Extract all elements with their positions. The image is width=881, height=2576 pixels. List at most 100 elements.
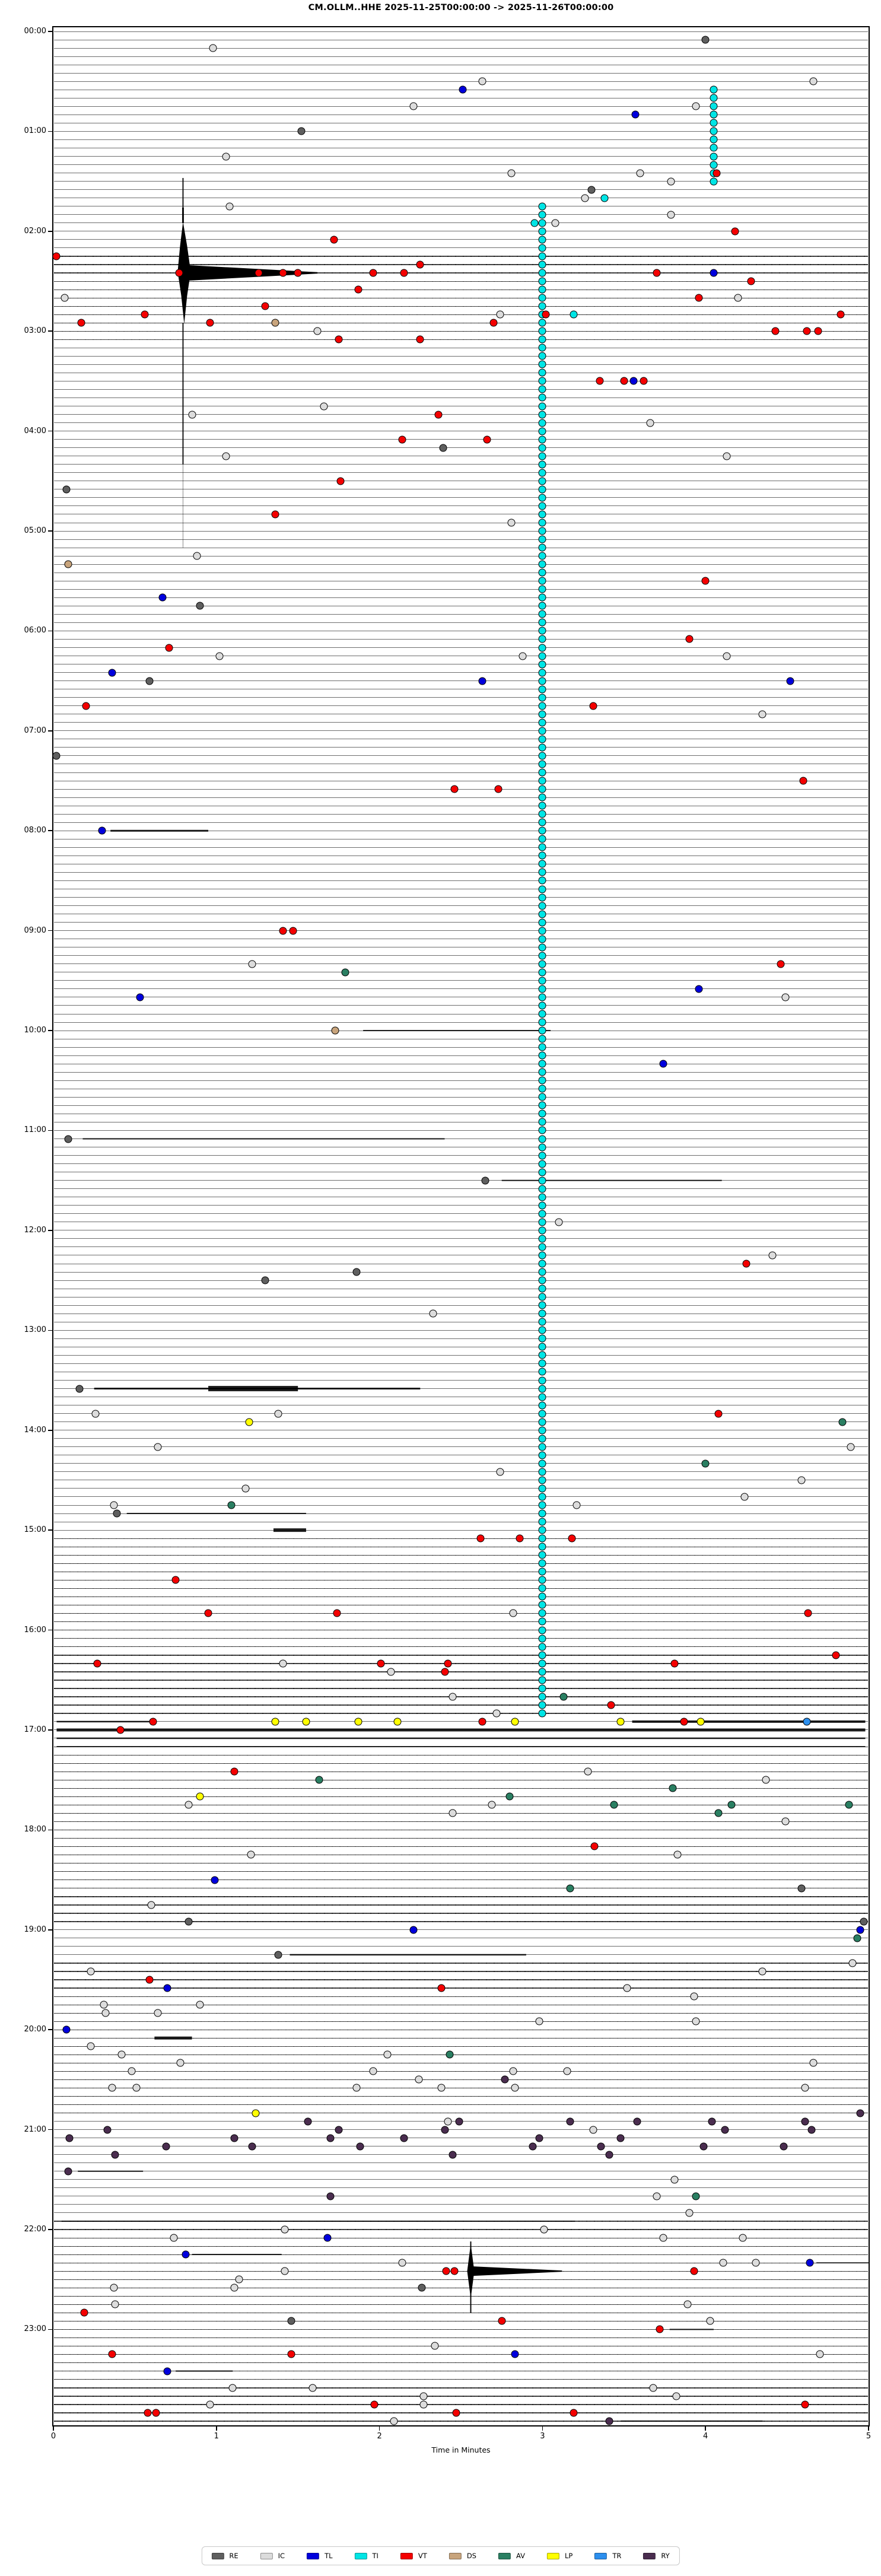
- detection-marker-LP: [196, 1792, 204, 1801]
- detection-marker-TI: [538, 1235, 546, 1243]
- trace-row: [54, 189, 868, 190]
- detection-marker-TI: [710, 152, 718, 160]
- detection-marker-RY: [335, 2126, 343, 2134]
- legend-item-IC: IC: [260, 2552, 285, 2560]
- trace-row: [54, 355, 868, 357]
- trace-row: [54, 1488, 868, 1489]
- trace-row: [54, 56, 868, 57]
- detection-marker-RY: [616, 2134, 625, 2142]
- trace-row: [54, 139, 868, 140]
- detection-marker-TI: [538, 743, 546, 752]
- trace-row: [54, 2012, 868, 2014]
- detection-marker-TI: [538, 527, 546, 535]
- detection-marker-VT: [261, 302, 269, 310]
- detection-marker-TI: [538, 585, 546, 593]
- detection-marker-TI: [538, 677, 546, 685]
- detection-marker-TI: [538, 985, 546, 993]
- detection-marker-TI: [710, 85, 718, 94]
- y-axis-tick: [48, 1829, 52, 1831]
- trace-row: [54, 181, 868, 182]
- detection-marker-TI: [538, 219, 546, 227]
- detection-marker-RE: [297, 127, 306, 135]
- detection-marker-TI: [538, 610, 546, 618]
- detection-marker-AV: [727, 1801, 736, 1809]
- detection-marker-TL: [136, 993, 144, 1001]
- detection-marker-IC: [431, 2342, 439, 2350]
- detection-marker-IC: [734, 294, 742, 302]
- trace-row: [54, 1871, 868, 1872]
- detection-marker-VT: [149, 1718, 157, 1726]
- detection-marker-VT: [777, 960, 785, 968]
- detection-marker-TI: [538, 1318, 546, 1326]
- noise-burst: [126, 1513, 306, 1515]
- detection-marker-TI: [538, 1351, 546, 1359]
- trace-row: [54, 1155, 868, 1156]
- detection-marker-IC: [87, 2042, 95, 2050]
- trace-row: [54, 1837, 868, 1839]
- detection-marker-TI: [538, 1276, 546, 1284]
- detection-marker-AV: [610, 1801, 618, 1809]
- detection-marker-TI: [538, 1051, 546, 1060]
- detection-marker-IC: [313, 327, 322, 335]
- detection-marker-DS: [64, 560, 72, 568]
- noise-burst: [669, 2329, 714, 2330]
- detection-marker-TI: [538, 1684, 546, 1693]
- detection-marker-TI: [538, 319, 546, 327]
- trace-row: [54, 1812, 868, 1814]
- trace-row: [54, 1463, 868, 1464]
- detection-marker-TI: [538, 593, 546, 602]
- trace-row: [54, 2095, 868, 2097]
- detection-marker-TI: [538, 1451, 546, 1459]
- trace-row: [54, 1505, 868, 1506]
- detection-marker-RY: [356, 2142, 364, 2151]
- detection-marker-IC: [369, 2067, 377, 2075]
- detection-marker-RY: [326, 2192, 335, 2200]
- trace-row: [54, 1471, 868, 1473]
- mainshock-stem: [182, 177, 184, 209]
- detection-marker-TI: [538, 810, 546, 818]
- detection-marker-IC: [222, 452, 230, 460]
- detection-marker-TI: [710, 135, 718, 144]
- detection-marker-RE: [797, 1884, 806, 1893]
- detection-marker-TI: [538, 952, 546, 960]
- trace-row: [54, 1646, 868, 1648]
- detection-marker-IC: [507, 519, 516, 527]
- detection-marker-TI: [538, 727, 546, 735]
- detection-marker-RE: [418, 2284, 426, 2292]
- trace-row: [54, 281, 868, 282]
- detection-marker-VT: [837, 310, 845, 319]
- detection-marker-TI: [538, 427, 546, 435]
- trace-row: [54, 897, 868, 898]
- detection-marker-VT: [289, 927, 297, 935]
- detection-marker-TI: [538, 1260, 546, 1268]
- detection-marker-TI: [538, 1026, 546, 1035]
- detection-marker-TI: [710, 94, 718, 102]
- trace-row: [54, 464, 868, 465]
- detection-marker-VT: [271, 510, 279, 519]
- detection-marker-TI: [538, 368, 546, 377]
- detection-marker-TI: [538, 910, 546, 918]
- detection-marker-TI: [538, 685, 546, 694]
- trace-row: [54, 822, 868, 823]
- detection-marker-VT: [832, 1651, 840, 1659]
- detection-marker-TI: [710, 127, 718, 135]
- x-axis-tick: [216, 2426, 217, 2431]
- trace-row: [54, 539, 868, 540]
- detection-marker-TI: [538, 1518, 546, 1526]
- detection-marker-RE: [287, 2317, 295, 2325]
- trace-row: [54, 1513, 868, 1514]
- detection-marker-IC: [848, 1959, 857, 1967]
- detection-marker-LP: [354, 1718, 362, 1726]
- detection-marker-VT: [354, 285, 362, 294]
- detection-marker-IC: [551, 219, 559, 227]
- trace-row: [54, 872, 868, 873]
- trace-row: [54, 1438, 868, 1439]
- detection-marker-TI: [538, 535, 546, 543]
- detection-marker-TI: [538, 1701, 546, 1709]
- detection-marker-TL: [409, 1926, 418, 1934]
- detection-marker-RY: [780, 2142, 788, 2151]
- trace-row: [54, 1704, 868, 1706]
- detection-marker-IC: [222, 152, 230, 160]
- detection-marker-IC: [758, 1967, 766, 1976]
